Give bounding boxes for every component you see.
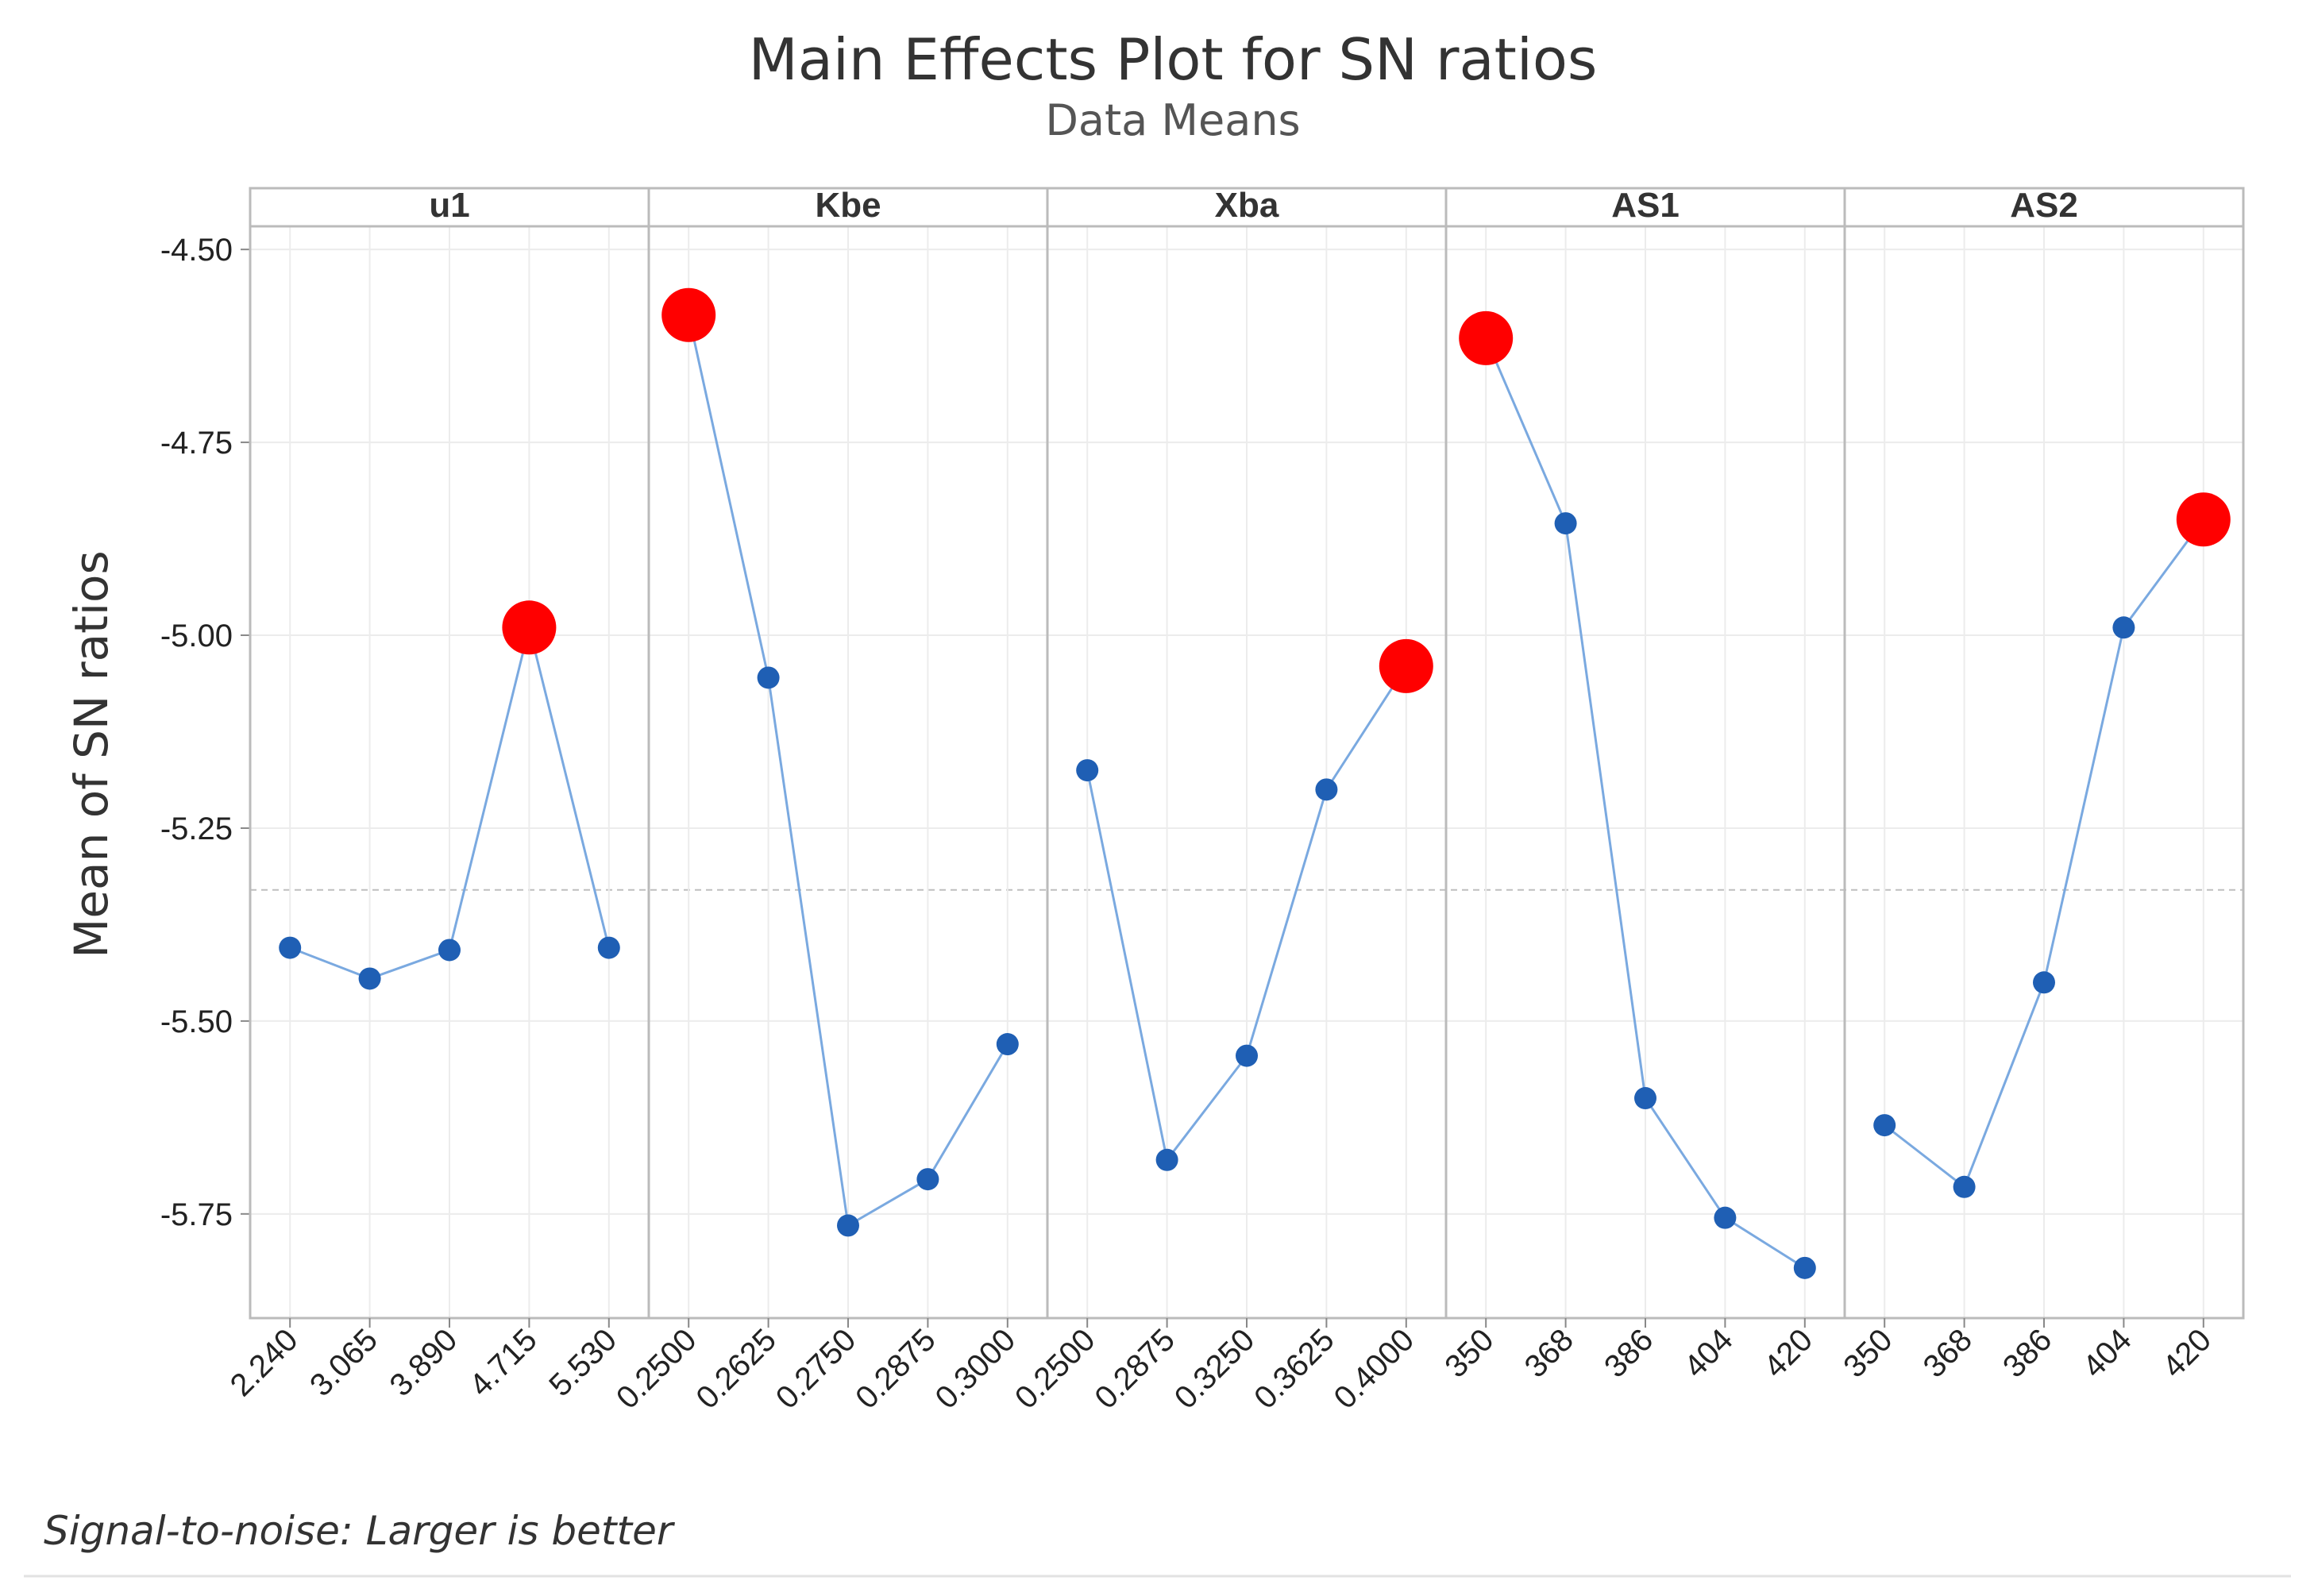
x-tick-label: 0.2500 xyxy=(1009,1322,1102,1416)
x-tick-label: 386 xyxy=(1598,1322,1660,1384)
x-tick-label: 0.2875 xyxy=(1088,1322,1182,1416)
panel-title-xba: Xba xyxy=(1215,186,1279,225)
panel-header-as2 xyxy=(1843,187,2245,228)
data-point xyxy=(916,1168,939,1191)
x-tick-label: 420 xyxy=(2156,1322,2218,1384)
x-tick-label: 420 xyxy=(1757,1322,1819,1384)
best-level-point xyxy=(1459,310,1514,365)
data-point xyxy=(1155,1148,1178,1171)
data-point xyxy=(2112,616,2135,639)
y-tick-label: -5.00 xyxy=(160,619,233,653)
chart-subtitle: Data Means xyxy=(1045,95,1300,145)
x-tick-label: 0.3250 xyxy=(1168,1322,1262,1416)
x-tick-label: 386 xyxy=(1996,1322,2058,1384)
panel-title-kbe: Kbe xyxy=(815,186,881,225)
chart-title: Main Effects Plot for SN ratios xyxy=(749,26,1598,93)
data-point xyxy=(1315,778,1338,801)
x-tick-label: 0.4000 xyxy=(1328,1322,1421,1416)
x-tick-label: 4.715 xyxy=(463,1322,544,1403)
data-point xyxy=(1953,1175,1976,1198)
footnote: Signal-to-noise: Larger is better xyxy=(44,1508,676,1554)
data-point xyxy=(1236,1044,1258,1067)
best-level-point xyxy=(661,287,716,342)
x-tick-label: 368 xyxy=(1518,1322,1580,1384)
best-level-point xyxy=(502,600,557,655)
best-level-point xyxy=(2176,492,2231,547)
data-point xyxy=(597,936,620,959)
panel-title-as2: AS2 xyxy=(2010,186,2078,225)
x-tick-label: 404 xyxy=(1677,1322,1739,1384)
y-tick-label: -5.25 xyxy=(160,811,233,846)
data-point xyxy=(996,1033,1019,1056)
y-tick-label: -4.75 xyxy=(160,426,233,461)
x-tick-label: 0.2500 xyxy=(610,1322,704,1416)
data-point xyxy=(2033,971,2055,994)
data-point xyxy=(438,939,461,962)
x-tick-label: 350 xyxy=(1837,1322,1899,1384)
x-tick-label: 0.2750 xyxy=(769,1322,863,1416)
x-tick-label: 368 xyxy=(1917,1322,1979,1384)
data-point xyxy=(1554,512,1577,535)
data-point xyxy=(1634,1087,1656,1110)
panel-title-u1: u1 xyxy=(429,186,469,225)
x-tick-label: 0.2625 xyxy=(689,1322,783,1416)
data-point xyxy=(1793,1256,1816,1279)
data-point xyxy=(1076,759,1099,782)
data-point xyxy=(757,666,780,689)
x-tick-label: 0.3625 xyxy=(1248,1322,1341,1416)
x-tick-label: 0.3000 xyxy=(929,1322,1023,1416)
y-tick-label: -5.75 xyxy=(160,1197,233,1232)
panel-title-as1: AS1 xyxy=(1611,186,1680,225)
x-tick-label: 350 xyxy=(1438,1322,1500,1384)
x-tick-label: 0.2875 xyxy=(849,1322,943,1416)
best-level-point xyxy=(1379,638,1433,693)
data-point xyxy=(837,1214,859,1237)
data-point xyxy=(1873,1114,1896,1137)
data-point xyxy=(358,967,381,990)
y-tick-label: -4.50 xyxy=(160,233,233,268)
data-point xyxy=(279,936,302,959)
y-tick-label: -5.50 xyxy=(160,1004,233,1039)
x-tick-label: 404 xyxy=(2076,1322,2138,1384)
panel-header-xba xyxy=(1046,187,1448,228)
panel-header-kbe xyxy=(647,187,1049,228)
plot-area: -4.50 -4.75 -5.00 -5.25 -5.50 -5.75 u1 2.2403.0… xyxy=(160,186,2245,1416)
x-tick-label: 2.240 xyxy=(224,1322,305,1403)
x-tick-label: 3.890 xyxy=(383,1322,464,1403)
x-tick-label: 3.065 xyxy=(303,1322,384,1403)
y-axis-label: Mean of SN ratios xyxy=(64,550,118,958)
data-point xyxy=(1714,1206,1737,1229)
